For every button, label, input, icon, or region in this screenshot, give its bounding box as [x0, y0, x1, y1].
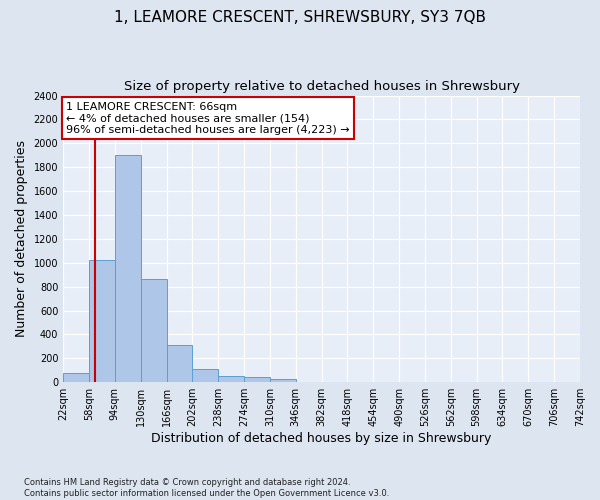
Text: 1 LEAMORE CRESCENT: 66sqm
← 4% of detached houses are smaller (154)
96% of semi-: 1 LEAMORE CRESCENT: 66sqm ← 4% of detach… — [66, 102, 350, 134]
Bar — [167, 345, 193, 382]
Bar — [218, 376, 244, 382]
Bar — [89, 260, 115, 382]
Title: Size of property relative to detached houses in Shrewsbury: Size of property relative to detached ho… — [124, 80, 520, 93]
Text: 1, LEAMORE CRESCENT, SHREWSBURY, SY3 7QB: 1, LEAMORE CRESCENT, SHREWSBURY, SY3 7QB — [114, 10, 486, 25]
Y-axis label: Number of detached properties: Number of detached properties — [15, 140, 28, 338]
Bar — [193, 369, 218, 382]
Text: Contains HM Land Registry data © Crown copyright and database right 2024.
Contai: Contains HM Land Registry data © Crown c… — [24, 478, 389, 498]
Bar — [270, 379, 296, 382]
Bar — [63, 372, 89, 382]
Bar — [244, 378, 270, 382]
X-axis label: Distribution of detached houses by size in Shrewsbury: Distribution of detached houses by size … — [151, 432, 492, 445]
Bar — [140, 280, 167, 382]
Bar — [115, 156, 140, 382]
